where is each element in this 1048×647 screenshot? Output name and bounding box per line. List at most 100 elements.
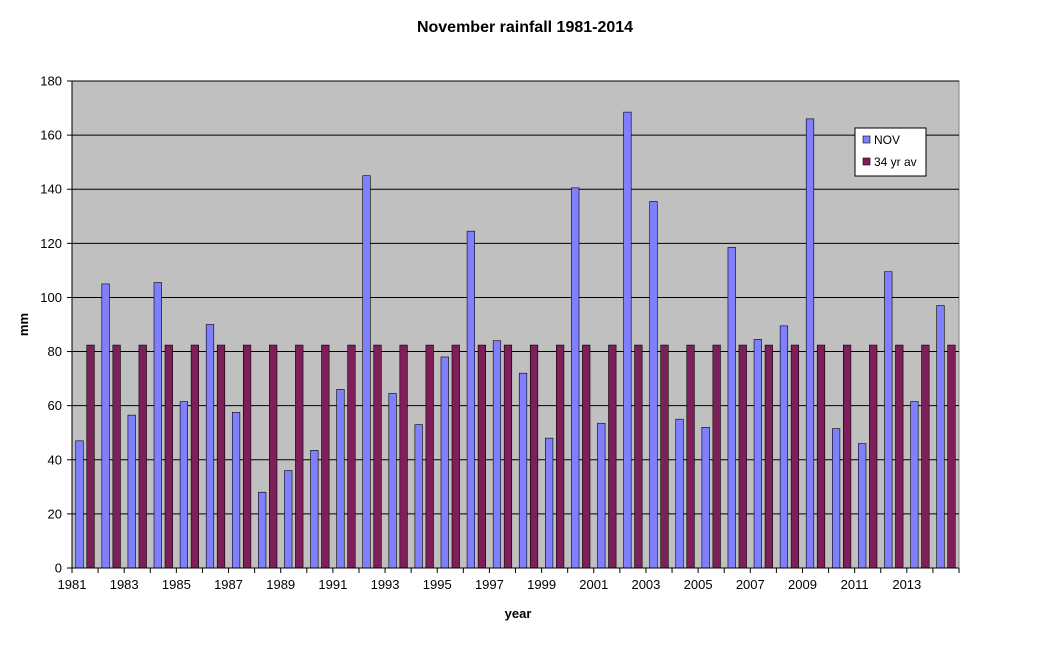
bar-nov [101, 283, 110, 569]
bar-nov [75, 440, 84, 569]
bar-average [660, 344, 669, 569]
bar-nov [779, 325, 789, 569]
y-tick-label: 100 [40, 290, 62, 305]
x-tick-label: 1993 [371, 577, 400, 592]
x-tick-label: 2011 [841, 577, 869, 592]
y-tick-label: 60 [48, 398, 62, 413]
bar-average [790, 344, 800, 569]
y-tick-label: 180 [40, 74, 62, 89]
bar-average [425, 344, 434, 569]
bar-nov [910, 401, 919, 569]
x-tick-label: 1999 [527, 577, 556, 592]
legend-swatch-nov [862, 135, 871, 144]
legend-label-average: 34 yr av [874, 155, 917, 169]
bar-average [269, 344, 278, 569]
legend-swatch-average [862, 157, 871, 166]
bar-nov [858, 443, 867, 569]
bar-nov [623, 111, 632, 569]
bar-average [947, 344, 956, 569]
bar-average [842, 344, 852, 569]
bar-average [608, 344, 617, 569]
x-tick-label: 2009 [788, 577, 817, 592]
plot-area [71, 80, 960, 569]
bar-average [921, 344, 930, 569]
bar-nov [388, 393, 397, 569]
x-tick-label: 2005 [684, 577, 713, 592]
x-tick-label: 1995 [423, 577, 452, 592]
y-tick-label: 120 [40, 236, 62, 251]
x-tick-label: 1987 [214, 577, 243, 592]
bar-average [582, 344, 591, 569]
x-tick-label: 1981 [58, 577, 87, 592]
bar-average [529, 344, 539, 569]
bar-average [164, 344, 173, 569]
bar-average [86, 344, 95, 569]
bar-nov [884, 271, 893, 569]
bar-average [399, 344, 408, 569]
bar-average [373, 344, 382, 569]
bar-average [477, 344, 486, 569]
x-tick-label: 1985 [162, 577, 191, 592]
x-tick-label: 1989 [266, 577, 295, 592]
bar-average [503, 344, 513, 569]
y-tick-label: 80 [48, 344, 62, 359]
bar-nov [231, 412, 241, 569]
bar-average [216, 344, 226, 569]
bar-nov [414, 424, 423, 569]
bar-average [321, 344, 330, 569]
bar-average [190, 344, 200, 569]
bar-average [738, 344, 747, 569]
bar-average [686, 344, 695, 569]
bar-nov [153, 282, 162, 569]
bar-average [634, 344, 643, 569]
bar-average [112, 344, 121, 569]
bar-average [347, 344, 356, 569]
bar-nov [936, 305, 945, 569]
bar-nov [571, 187, 580, 569]
bar-nov [466, 230, 475, 569]
y-tick-label: 160 [40, 128, 62, 143]
bar-nov [675, 418, 684, 569]
bar-nov [831, 428, 841, 569]
y-tick-label: 20 [48, 506, 62, 521]
bar-average [712, 344, 721, 569]
bar-average [556, 344, 565, 569]
bar-nov [284, 470, 293, 569]
bar-nov [440, 356, 449, 569]
bar-nov [336, 389, 345, 569]
bar-nov [727, 247, 736, 569]
y-tick-label: 0 [55, 561, 62, 576]
bars [75, 111, 956, 569]
bar-average [895, 344, 904, 569]
bar-nov [492, 340, 502, 569]
legend: NOV 34 yr av [854, 127, 927, 177]
bar-average [138, 344, 147, 569]
bar-average [816, 344, 826, 569]
bar-nov [258, 491, 267, 569]
x-axis-label: year [505, 606, 532, 621]
legend-label-nov: NOV [874, 133, 900, 147]
bar-nov [649, 201, 658, 569]
bar-average [869, 344, 878, 569]
chart-title: November rainfall 1981-2014 [417, 19, 633, 36]
x-tick-label: 2003 [631, 577, 660, 592]
bar-nov [597, 422, 606, 569]
bar-nov [518, 372, 528, 569]
y-tick-labels: 0 20 40 60 80 100 120 140 160 180 [40, 74, 72, 576]
bar-average [451, 344, 460, 569]
bar-average [295, 344, 304, 569]
bar-nov [127, 414, 136, 569]
y-tick-label: 140 [40, 182, 62, 197]
x-tick-label: 1983 [110, 577, 139, 592]
bar-nov [805, 118, 815, 569]
x-tick-label: 1991 [318, 577, 347, 592]
bar-average [242, 344, 252, 569]
y-tick-label: 40 [48, 452, 62, 467]
bar-average [764, 344, 773, 569]
x-tick-label: 2007 [736, 577, 765, 592]
bar-nov [545, 437, 554, 569]
bar-nov [205, 324, 215, 569]
bar-nov [310, 450, 319, 569]
x-tick-labels: 1981 1983 1985 1987 1989 1991 1993 1995 1997 1999… [58, 568, 960, 592]
